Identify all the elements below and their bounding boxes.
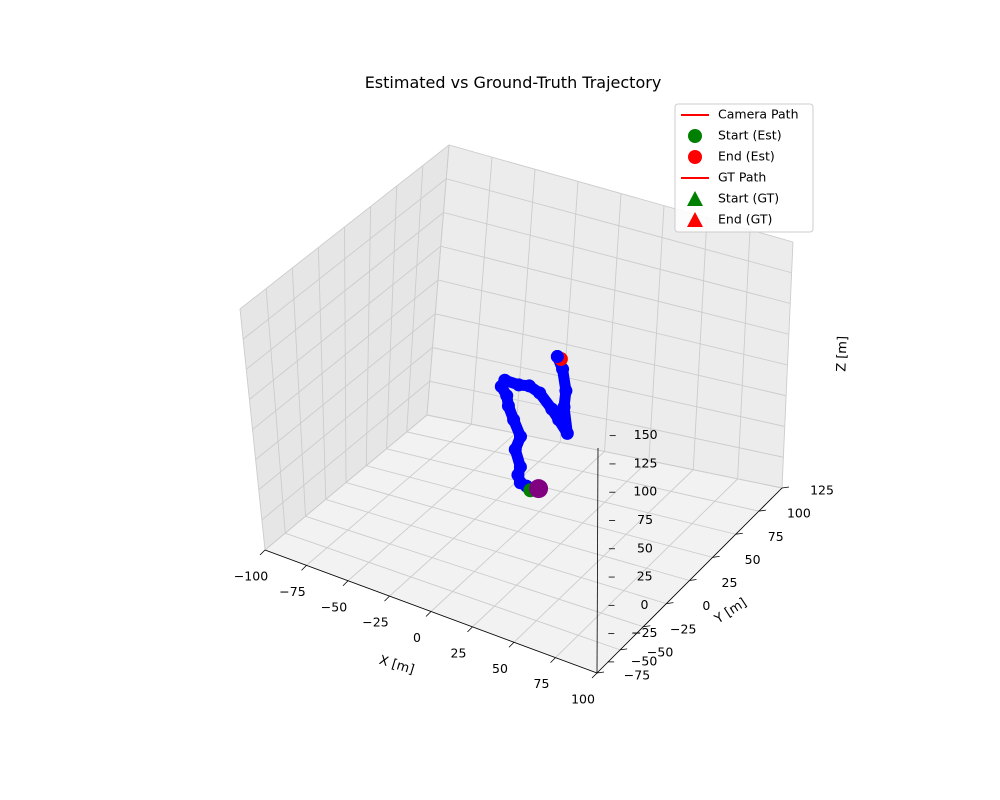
grid-line-z bbox=[261, 380, 784, 521]
x-tick-label: 0 bbox=[413, 630, 421, 645]
camera-path-point bbox=[513, 460, 527, 474]
camera-path-point bbox=[508, 443, 522, 457]
y-tick-label: −25 bbox=[670, 621, 696, 636]
grid-line-z bbox=[258, 347, 785, 491]
camera-path-end-point bbox=[550, 350, 564, 364]
x-tick bbox=[467, 626, 473, 633]
y-tick bbox=[758, 509, 766, 512]
z-axis-label: Z [m] bbox=[834, 336, 850, 372]
grid-line-z bbox=[252, 279, 788, 430]
camera-path-point bbox=[522, 379, 536, 393]
x-tick bbox=[591, 672, 598, 679]
y-tick-label: 25 bbox=[722, 575, 738, 590]
legend-swatch-start-gt bbox=[687, 191, 703, 206]
y-tick-label: 100 bbox=[787, 506, 811, 521]
z-tick-label: 75 bbox=[637, 512, 653, 527]
x-tick-label: 50 bbox=[492, 661, 508, 676]
y-axis-label: Y [m] bbox=[711, 595, 749, 627]
camera-path-point bbox=[545, 402, 559, 416]
legend-label-start-gt: Start (GT) bbox=[718, 191, 779, 206]
y-tick bbox=[620, 648, 628, 651]
x-tick bbox=[550, 657, 556, 663]
x-tick-label: −25 bbox=[362, 615, 388, 630]
z-tick-label: 150 bbox=[634, 427, 658, 442]
z-tick-label: −25 bbox=[631, 625, 657, 640]
x-tick-label: −50 bbox=[321, 599, 347, 614]
camera-path-point bbox=[552, 413, 566, 427]
grid-line-z bbox=[255, 313, 787, 460]
x-tick-label: 75 bbox=[534, 676, 550, 691]
tick-marks bbox=[259, 435, 790, 679]
camera-path-point bbox=[512, 378, 526, 392]
x-tick bbox=[425, 611, 432, 617]
y-tick bbox=[596, 671, 605, 674]
y-tick bbox=[735, 532, 743, 535]
legend-swatch-end-est bbox=[688, 150, 702, 164]
chart-title: Estimated vs Ground-Truth Trajectory bbox=[365, 73, 662, 92]
camera-path-point bbox=[559, 384, 573, 398]
y-tick bbox=[689, 579, 697, 581]
legend-label-end-gt: End (GT) bbox=[718, 212, 772, 227]
camera-path-point bbox=[557, 400, 571, 414]
tick-labels: −100−75−50−250255075100−75−50−2502550751… bbox=[234, 427, 834, 706]
x-tick bbox=[259, 549, 266, 556]
y-tick-label: −50 bbox=[647, 644, 673, 659]
x-tick-label: 100 bbox=[571, 692, 595, 707]
y-tick-label: 75 bbox=[768, 529, 784, 544]
left-wall-pane bbox=[240, 145, 449, 550]
x-tick bbox=[508, 641, 515, 648]
x-tick-label: −100 bbox=[234, 569, 268, 584]
camera-path-point bbox=[560, 426, 574, 440]
y-tick-label: 50 bbox=[745, 552, 761, 567]
legend-swatch-start-est bbox=[688, 129, 702, 143]
y-tick-label: −75 bbox=[624, 668, 650, 683]
legend-label-gt-path: GT Path bbox=[718, 170, 766, 185]
z-tick-label: 50 bbox=[637, 540, 653, 555]
camera-path-point bbox=[514, 430, 528, 444]
x-tick bbox=[342, 580, 349, 587]
floor-pane bbox=[265, 415, 782, 673]
x-tick bbox=[301, 565, 307, 571]
y-tick bbox=[666, 602, 674, 605]
z-axis-line bbox=[596, 447, 599, 674]
x-axis-label: X [m] bbox=[377, 653, 416, 678]
legend-label-end-est: End (Est) bbox=[718, 149, 775, 164]
z-tick-label: 0 bbox=[641, 597, 649, 612]
legend-swatch-end-gt bbox=[687, 212, 703, 227]
trajectory-layer bbox=[494, 350, 574, 499]
y-tick bbox=[712, 555, 720, 558]
y-tick bbox=[781, 486, 790, 489]
x-tick bbox=[384, 595, 390, 602]
camera-path-point bbox=[556, 362, 570, 376]
grid-line-z bbox=[264, 414, 783, 551]
x-tick-label: −75 bbox=[279, 584, 305, 599]
z-tick-label: 100 bbox=[633, 484, 657, 499]
y-tick-label: 125 bbox=[810, 483, 834, 498]
camera-path-point bbox=[501, 399, 515, 413]
y-tick bbox=[643, 625, 651, 628]
x-tick-label: 25 bbox=[451, 645, 467, 660]
legend: Camera Path Start (Est) End (Est) GT Path St… bbox=[674, 103, 814, 233]
camera-path-point bbox=[533, 386, 547, 400]
start-overlap-marker bbox=[529, 479, 549, 499]
camera-path-point bbox=[507, 413, 521, 427]
grid-line-z bbox=[249, 245, 789, 400]
z-tick-label: −50 bbox=[631, 653, 657, 668]
legend-label-camera-path: Camera Path bbox=[718, 107, 799, 122]
z-tick-label: 25 bbox=[637, 569, 653, 584]
camera-path-point bbox=[498, 373, 512, 387]
grid-line-z bbox=[242, 178, 792, 340]
grid-line-z bbox=[245, 212, 791, 370]
z-tick-label: 125 bbox=[634, 455, 658, 470]
y-tick-label: 0 bbox=[702, 598, 710, 613]
legend-label-start-est: Start (Est) bbox=[718, 128, 782, 143]
legend-frame bbox=[674, 103, 814, 233]
